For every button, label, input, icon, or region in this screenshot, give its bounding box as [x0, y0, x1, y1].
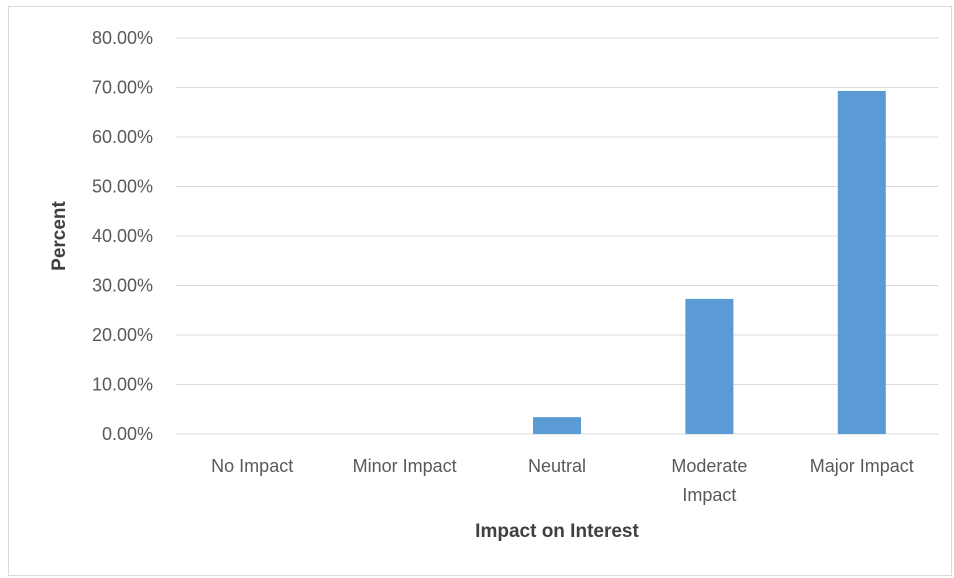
y-tick-label: 50.00% [92, 177, 153, 197]
y-tick-labels: 0.00% 10.00% 20.00% 30.00% 40.00% 50.00% 60.00… [92, 28, 153, 444]
bar-chart: 0.00% 10.00% 20.00% 30.00% 40.00% 50.00% 60.00… [49, 28, 938, 542]
bar [685, 298, 734, 434]
x-axis-title: Impact on Interest [475, 521, 639, 542]
y-tick-label: 10.00% [92, 375, 153, 395]
y-tick-label: 70.00% [92, 78, 153, 98]
y-tick-label: 60.00% [92, 127, 153, 147]
x-tick-label: Neutral [528, 456, 586, 476]
y-tick-label: 80.00% [92, 28, 153, 48]
y-tick-label: 30.00% [92, 276, 153, 296]
bar [837, 90, 886, 434]
y-axis-title: Percent [49, 200, 70, 270]
chart-frame: 0.00% 10.00% 20.00% 30.00% 40.00% 50.00% 60.00… [8, 6, 952, 576]
bar [533, 417, 581, 434]
gridlines [176, 37, 938, 435]
x-tick-labels: No Impact Minor Impact Neutral Moderate Impa… [211, 456, 914, 505]
x-tick-label: Major Impact [810, 456, 914, 476]
bars [533, 90, 886, 434]
x-tick-label: No Impact [211, 456, 293, 476]
x-tick-label: Moderate Impact [671, 456, 747, 505]
y-tick-label: 20.00% [92, 325, 153, 345]
y-tick-label: 0.00% [102, 424, 153, 444]
y-tick-label: 40.00% [92, 226, 153, 246]
x-tick-label: Minor Impact [353, 456, 457, 476]
